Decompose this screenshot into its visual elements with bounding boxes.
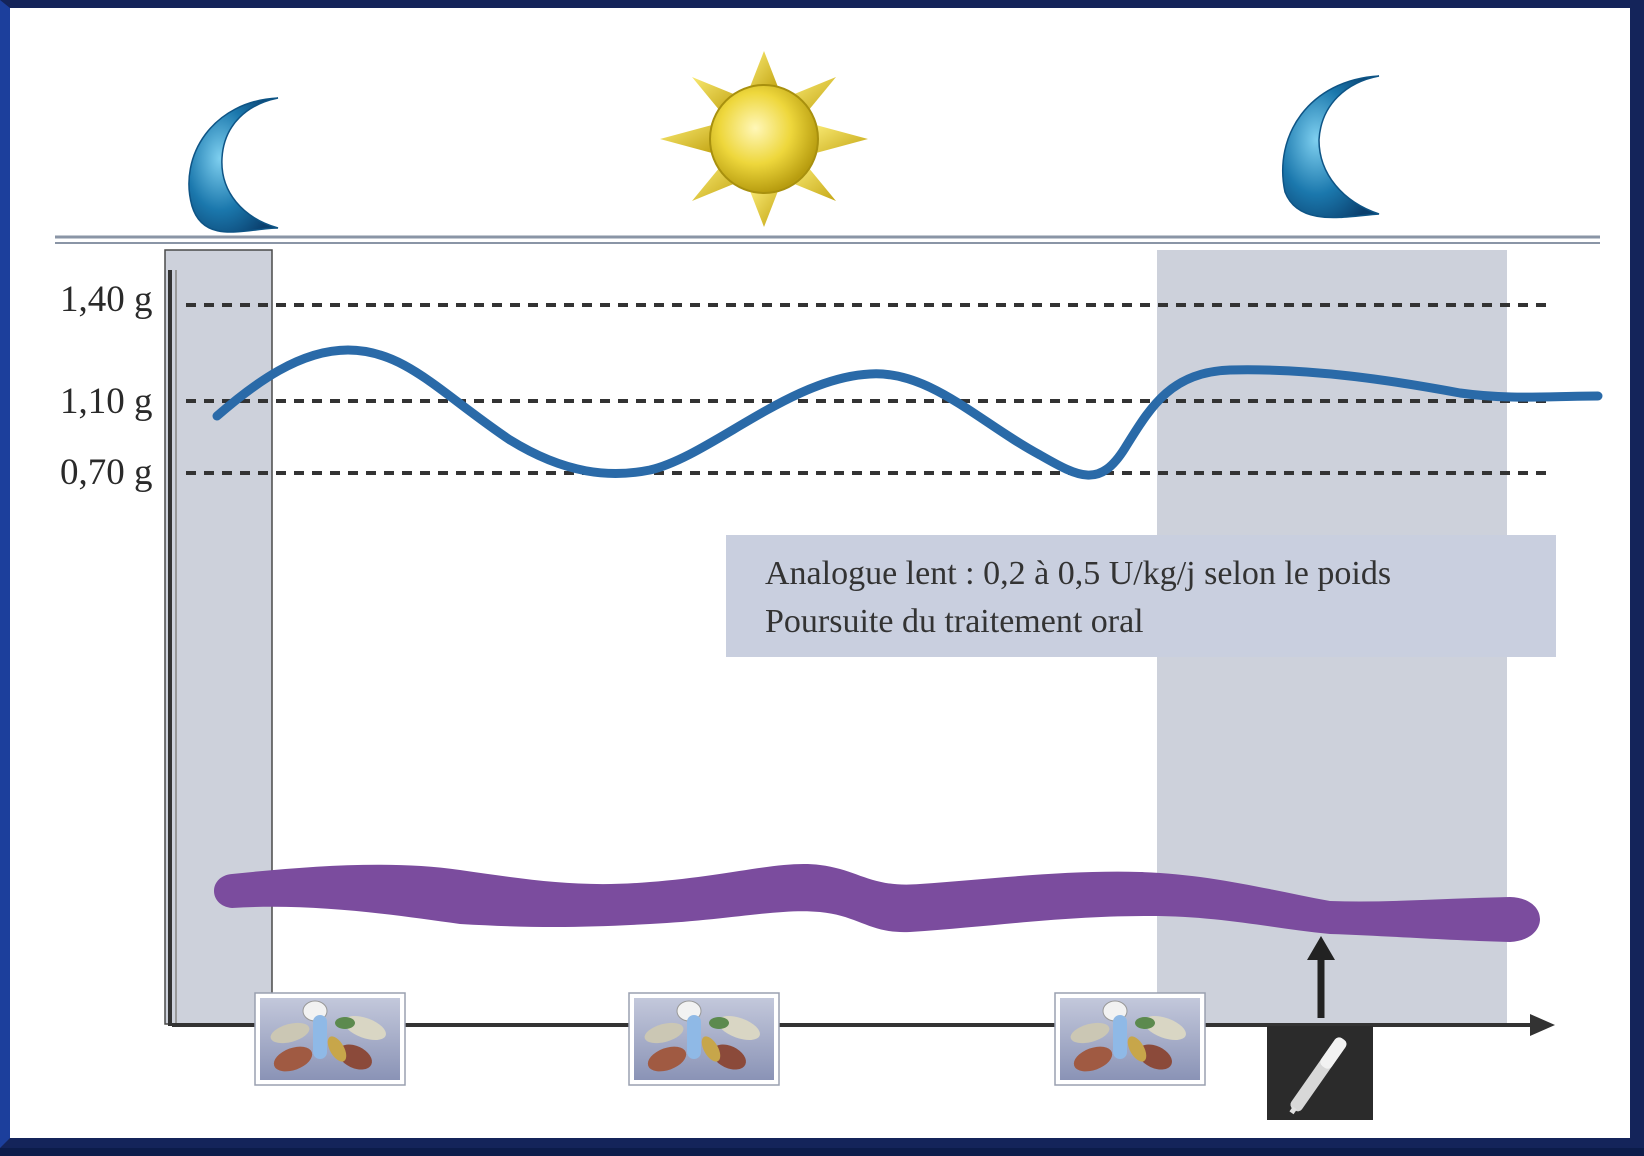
pills-icon — [1054, 992, 1206, 1086]
level-label-0-70: 0,70 g — [60, 452, 153, 493]
level-label-1-40: 1,40 g — [60, 279, 153, 320]
crescent-moon-icon — [188, 97, 279, 233]
basal-insulin-band — [214, 864, 1540, 942]
info-box — [726, 535, 1556, 657]
crescent-moon-icon — [1282, 75, 1380, 219]
pills-icon — [628, 992, 780, 1086]
night-zone-start — [164, 249, 273, 1025]
level-label-1-10: 1,10 g — [60, 381, 153, 422]
glycemia-schedule-diagram: 1,40 g 1,10 g 0,70 g Analogue lent : 0,2… — [55, 51, 1603, 1120]
glucose-curve — [212, 345, 1603, 480]
time-axis-arrowhead — [1530, 1014, 1555, 1036]
pills-icon — [254, 992, 406, 1086]
insulin-pen-icon — [1267, 1026, 1373, 1120]
info-box-line-1: Analogue lent : 0,2 à 0,5 U/kg/j selon l… — [765, 555, 1391, 592]
sun-icon — [660, 51, 868, 227]
info-box-line-2: Poursuite du traitement oral — [765, 603, 1144, 640]
